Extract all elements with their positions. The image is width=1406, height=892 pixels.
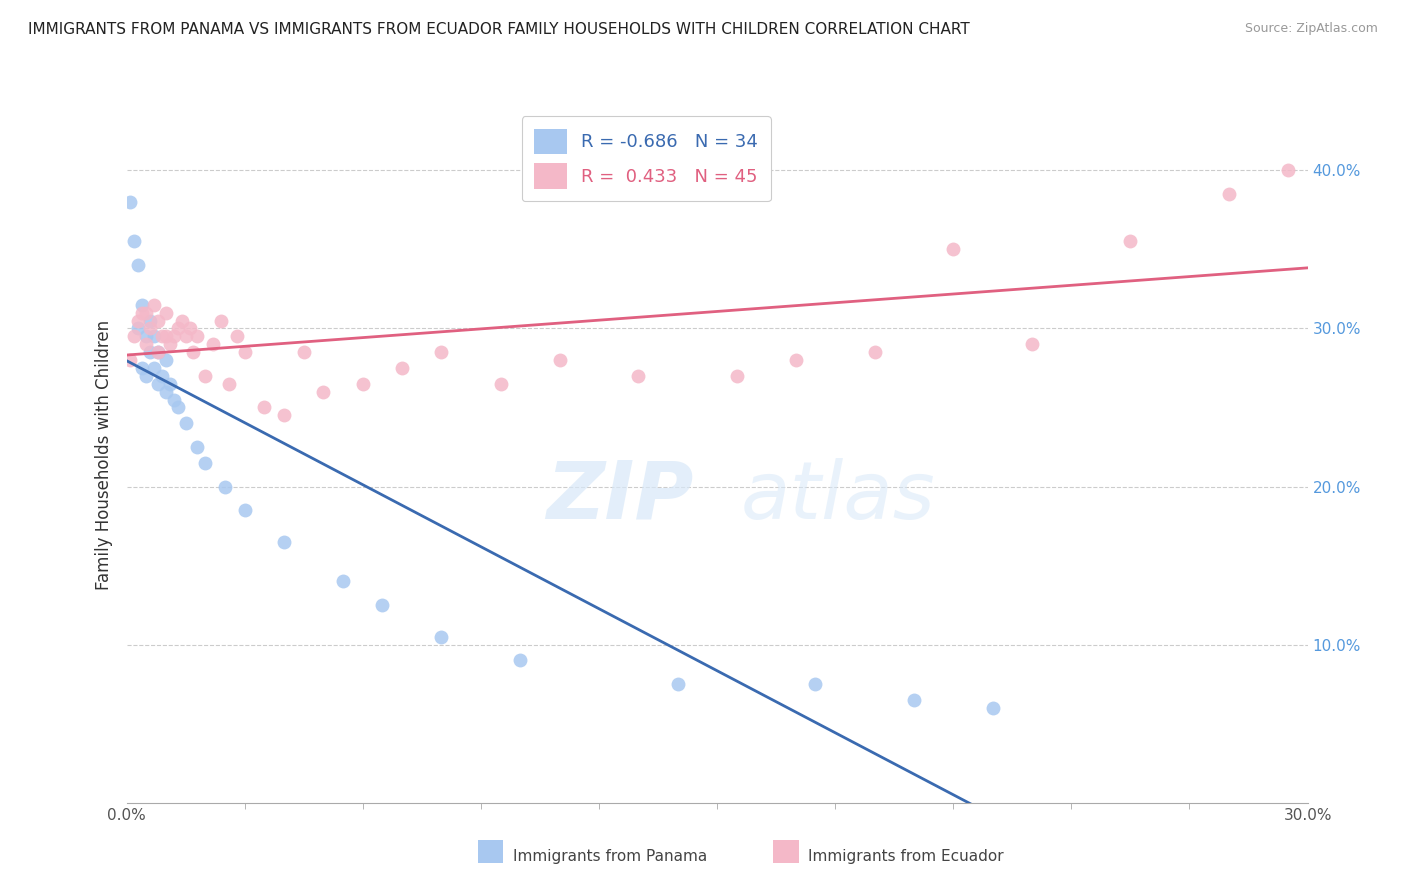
Point — [135, 368, 157, 383]
Point — [127, 258, 149, 272]
Point — [163, 392, 186, 407]
Point — [194, 456, 217, 470]
Point — [135, 329, 157, 343]
Point — [273, 409, 295, 423]
Point — [127, 313, 149, 327]
Point — [218, 376, 240, 391]
Point — [120, 353, 142, 368]
Point — [155, 329, 177, 343]
Point — [233, 503, 256, 517]
Point — [981, 701, 1004, 715]
Point — [273, 534, 295, 549]
Point — [135, 337, 157, 351]
Point — [1119, 235, 1142, 249]
Point — [548, 353, 571, 368]
Point — [942, 243, 965, 257]
Point — [143, 298, 166, 312]
Point — [183, 345, 205, 359]
Point — [1218, 186, 1240, 201]
Point — [430, 345, 453, 359]
Point — [166, 401, 188, 415]
Point — [1277, 163, 1299, 178]
Point — [214, 479, 236, 493]
Point — [124, 329, 146, 343]
Point — [143, 360, 166, 375]
Point — [725, 368, 748, 383]
Point — [489, 376, 512, 391]
Point — [903, 693, 925, 707]
Point — [135, 305, 157, 319]
Point — [863, 345, 886, 359]
Legend: R = -0.686   N = 34, R =  0.433   N = 45: R = -0.686 N = 34, R = 0.433 N = 45 — [522, 116, 770, 202]
Y-axis label: Family Households with Children: Family Households with Children — [94, 320, 112, 590]
Point — [194, 368, 217, 383]
Text: IMMIGRANTS FROM PANAMA VS IMMIGRANTS FROM ECUADOR FAMILY HOUSEHOLDS WITH CHILDRE: IMMIGRANTS FROM PANAMA VS IMMIGRANTS FRO… — [28, 22, 970, 37]
Point — [332, 574, 354, 589]
Point — [146, 345, 169, 359]
Point — [131, 305, 153, 319]
Point — [150, 329, 173, 343]
Point — [159, 337, 181, 351]
Point — [174, 329, 197, 343]
Point — [150, 368, 173, 383]
Point — [124, 235, 146, 249]
Point — [163, 329, 186, 343]
Point — [352, 376, 374, 391]
Point — [253, 401, 276, 415]
Point — [209, 313, 232, 327]
Point — [804, 677, 827, 691]
Text: Immigrants from Panama: Immigrants from Panama — [513, 849, 707, 863]
Point — [174, 417, 197, 431]
Text: ZIP: ZIP — [546, 458, 693, 536]
Point — [430, 630, 453, 644]
Point — [179, 321, 201, 335]
Point — [127, 321, 149, 335]
Point — [233, 345, 256, 359]
Text: Source: ZipAtlas.com: Source: ZipAtlas.com — [1244, 22, 1378, 36]
Point — [292, 345, 315, 359]
Point — [202, 337, 225, 351]
Point — [146, 345, 169, 359]
Point — [509, 653, 531, 667]
Point — [155, 384, 177, 399]
Point — [1021, 337, 1043, 351]
Point — [170, 313, 193, 327]
Point — [120, 194, 142, 209]
Point — [146, 376, 169, 391]
Point — [131, 298, 153, 312]
Text: Immigrants from Ecuador: Immigrants from Ecuador — [808, 849, 1004, 863]
Bar — [478, 840, 503, 863]
Point — [155, 305, 177, 319]
Point — [225, 329, 247, 343]
Text: atlas: atlas — [741, 458, 935, 536]
Point — [371, 598, 394, 612]
Point — [159, 376, 181, 391]
Point — [139, 313, 162, 327]
Point — [627, 368, 650, 383]
Point — [139, 321, 162, 335]
Point — [166, 321, 188, 335]
Point — [186, 440, 208, 454]
Point — [391, 360, 413, 375]
Point — [186, 329, 208, 343]
Point — [666, 677, 689, 691]
Point — [143, 329, 166, 343]
Bar — [773, 840, 799, 863]
Point — [139, 345, 162, 359]
Point — [155, 353, 177, 368]
Point — [785, 353, 807, 368]
Point — [312, 384, 335, 399]
Point — [146, 313, 169, 327]
Point — [131, 360, 153, 375]
